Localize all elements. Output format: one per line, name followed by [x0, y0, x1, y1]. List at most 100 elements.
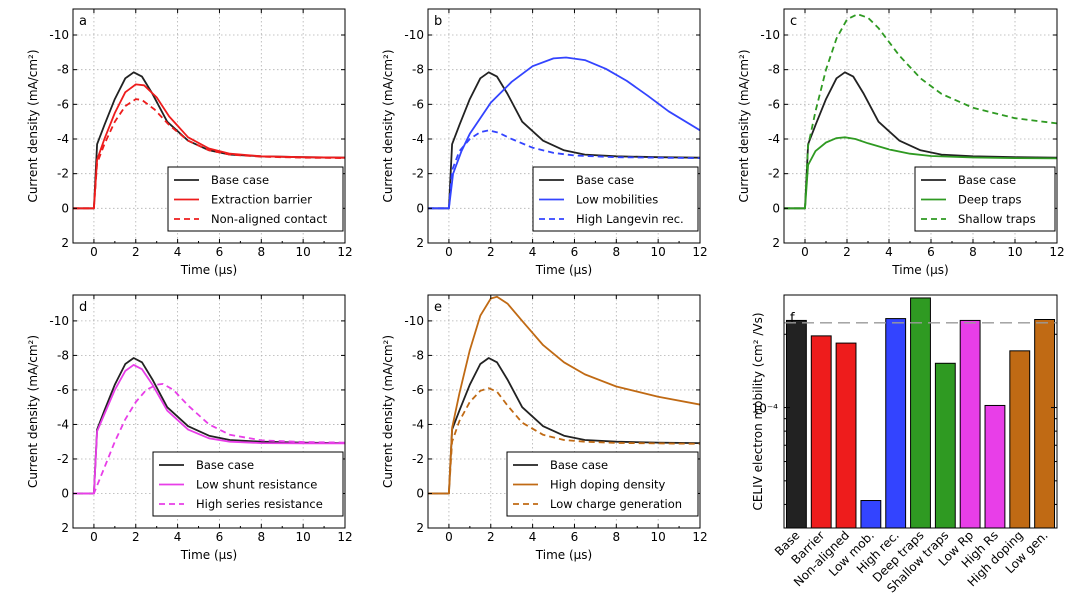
axes-frame: [427, 294, 701, 529]
x-tick-label: 6: [216, 530, 224, 544]
series-line-3: [784, 13, 1057, 210]
y-tick-label: -2: [57, 167, 69, 181]
legend-label: Low shunt resistance: [196, 478, 317, 492]
panel-d: 0 2 4 6 8 10 12 2 0 -2 -4 -6 -8 -10 Time (μs) Current d…: [26, 294, 353, 562]
x-tick-label: 8: [257, 245, 265, 259]
legend-label: Base case: [211, 173, 269, 187]
y-tick-label: -8: [412, 348, 424, 362]
legend-label: Base case: [196, 458, 254, 472]
axes-frame: [427, 8, 701, 244]
y-tick-label: -6: [412, 97, 424, 111]
series-line-1: [73, 357, 345, 495]
y-tick-label: -8: [57, 348, 69, 362]
legend-label: Base case: [958, 173, 1016, 187]
panel-letter: f: [790, 311, 795, 326]
legend-label: Non-aligned contact: [211, 212, 328, 226]
y-axis-label: CELIV electron mobility (cm² /Vs): [751, 312, 765, 510]
x-tick-label: 10: [651, 245, 666, 259]
legend-label: High doping density: [550, 478, 666, 492]
bar: [835, 342, 857, 529]
x-tick-label: 4: [885, 245, 893, 259]
x-axis-label: Time (μs): [535, 263, 592, 277]
legend-box: [152, 451, 344, 517]
series-line-2: [73, 364, 345, 495]
legend-box: [506, 451, 699, 517]
y-tick-label: -6: [57, 383, 69, 397]
x-tick-label: 2: [487, 245, 495, 259]
x-tick-label: 8: [257, 530, 265, 544]
x-tick-label: 0: [445, 530, 453, 544]
series-line-1: [428, 71, 700, 210]
x-tick-label: 8: [612, 245, 620, 259]
x-tick-label: 10: [651, 530, 666, 544]
x-tick-label: 6: [216, 245, 224, 259]
axes-frame: [783, 294, 1058, 529]
x-tick-label: 10: [296, 530, 311, 544]
y-tick-label: -10: [760, 28, 780, 42]
panel-letter: e: [434, 300, 442, 315]
x-tick-label: 0: [801, 245, 809, 259]
axes-frame: [72, 294, 346, 529]
legend: Base case High doping density Low charge g…: [506, 451, 699, 517]
series-line-2: [428, 56, 700, 210]
bar: [810, 335, 832, 529]
legend-label: High Langevin rec.: [576, 212, 684, 226]
series-line-2: [784, 136, 1057, 210]
x-tick-label: 6: [571, 245, 579, 259]
y-axis-label: Current density (mA/cm²): [737, 49, 751, 202]
bar: [959, 319, 981, 529]
series-line-3: [73, 98, 345, 210]
y-axis-label: Current density (mA/cm²): [381, 49, 395, 202]
x-tick-label: 10: [296, 245, 311, 259]
y-tick-label: -6: [768, 97, 780, 111]
y-tick-label: 0: [61, 486, 69, 500]
y-tick-label: -8: [57, 63, 69, 77]
legend-label: Deep traps: [958, 193, 1022, 207]
series-line-3: [428, 387, 700, 495]
bar: [785, 319, 807, 529]
series-line-3: [73, 383, 345, 495]
x-tick-label: 4: [529, 245, 537, 259]
panel-letter: d: [79, 300, 87, 315]
panel-e: 0 2 4 6 8 10 12 2 0 -2 -4 -6 -8 -10 Time (μs) Current d…: [381, 294, 708, 562]
series-line-2: [428, 295, 700, 495]
y-tick-label: -10: [49, 314, 69, 328]
panel-a: 0 2 4 6 8 10 12 2 0 -2 -4 -6 -8 -10 Time (μs) Current d…: [26, 8, 353, 277]
legend-label: Low mobilities: [576, 193, 658, 207]
series-line-1: [428, 357, 700, 495]
y-tick-label: -2: [768, 167, 780, 181]
x-tick-label: 12: [1049, 245, 1064, 259]
x-tick-label: 4: [174, 245, 182, 259]
y-tick-label: -10: [404, 314, 424, 328]
y-tick-label: -10: [404, 28, 424, 42]
x-tick-label: 2: [132, 530, 140, 544]
panel-c: 0 2 4 6 8 10 12 2 0 -2 -4 -6 -8 -10 Time (μs) Current d…: [737, 8, 1065, 277]
x-axis-label: Time (μs): [535, 548, 592, 562]
x-tick-label: 0: [90, 530, 98, 544]
x-tick-label: 12: [692, 245, 707, 259]
x-tick-label: 10: [1007, 245, 1022, 259]
x-axis-label: Time (μs): [180, 548, 237, 562]
y-tick-label: -8: [768, 63, 780, 77]
axes-frame: [783, 8, 1058, 244]
legend-label: Extraction barrier: [211, 193, 312, 207]
legend-label: Shallow traps: [958, 212, 1036, 226]
x-tick-label: 12: [337, 245, 352, 259]
legend: Base case Low shunt resistance High series…: [152, 451, 344, 517]
y-tick-label: 10⁻⁴: [752, 402, 779, 416]
y-tick-label: -8: [412, 63, 424, 77]
x-tick-label: 2: [843, 245, 851, 259]
legend-label: Base case: [576, 173, 634, 187]
x-tick-label: 4: [529, 530, 537, 544]
y-axis-label: Current density (mA/cm²): [26, 335, 40, 488]
y-tick-label: 2: [61, 236, 69, 250]
bar: [885, 318, 907, 529]
x-tick-label: 6: [927, 245, 935, 259]
panel-letter: a: [79, 14, 87, 29]
legend: Base case Deep traps Shallow traps: [914, 166, 1056, 232]
bar: [1009, 350, 1031, 529]
x-tick-label: 12: [692, 530, 707, 544]
y-tick-label: 0: [416, 486, 424, 500]
y-tick-label: 0: [416, 201, 424, 215]
